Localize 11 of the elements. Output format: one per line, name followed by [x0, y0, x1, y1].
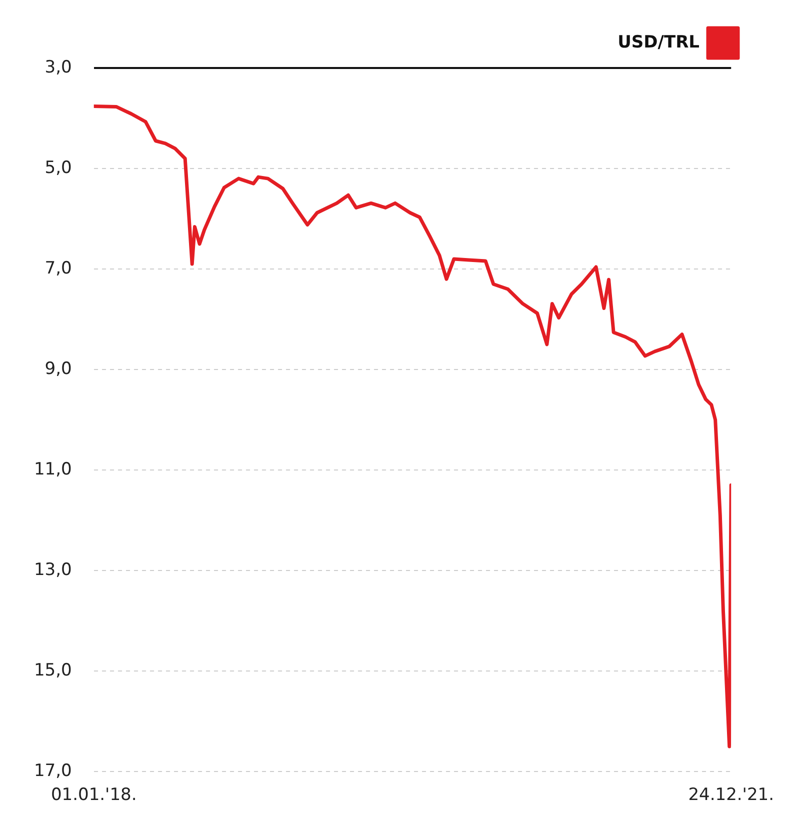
- y-tick-label: 11,0: [34, 459, 72, 480]
- x-tick-label: 24.12.'21.: [688, 785, 774, 806]
- y-tick-label: 13,0: [34, 560, 72, 580]
- y-tick-label: 5,0: [44, 158, 72, 178]
- y-tick-label: 17,0: [34, 761, 72, 782]
- y-tick-label: 3,0: [44, 57, 72, 78]
- y-tick-label: 9,0: [44, 358, 72, 379]
- y-tick-label: 15,0: [34, 660, 72, 681]
- legend-label: USD/TRL: [618, 32, 700, 52]
- y-tick-label: 7,0: [44, 258, 72, 278]
- x-tick-label: 01.01.'18.: [50, 785, 137, 806]
